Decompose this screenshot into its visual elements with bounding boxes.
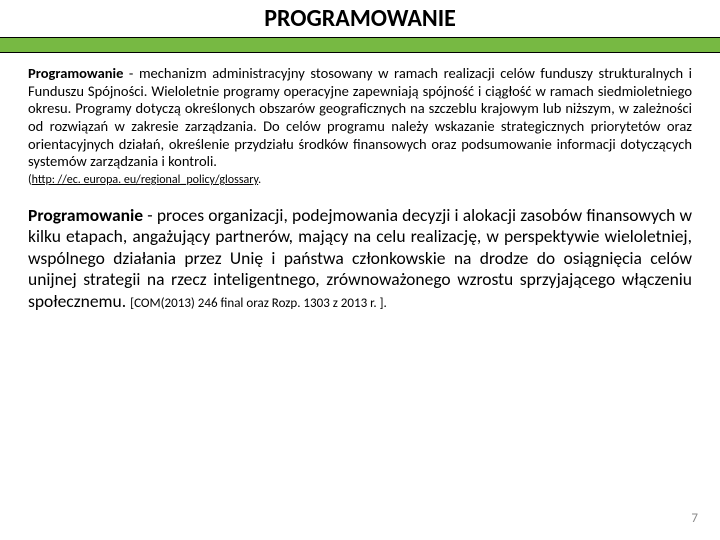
title-bar: PROGRAMOWANIE [0, 0, 720, 37]
source-suffix: . [258, 173, 261, 187]
source-line: (http: //ec. europa. eu/regional_policy/… [28, 173, 692, 187]
definition-1-text: - mechanizm administracyjny stosowany w … [28, 64, 692, 170]
page-title: PROGRAMOWANIE [264, 4, 456, 33]
term-1: Programowanie [28, 64, 123, 82]
source-link[interactable]: http: //ec. europa. eu/regional_policy/g… [32, 173, 259, 187]
accent-rule [0, 37, 720, 53]
term-2: Programowanie [28, 204, 143, 226]
definition-paragraph-1: Programowanie - mechanizm administracyjn… [28, 65, 692, 171]
definition-paragraph-2: Programowanie - proces organizacji, pode… [28, 205, 692, 312]
citation: [COM(2013) 246 final oraz Rozp. 1303 z 2… [130, 296, 387, 311]
page-number: 7 [691, 511, 698, 526]
body: Programowanie - mechanizm administracyjn… [0, 53, 720, 312]
slide: PROGRAMOWANIE Programowanie - mechanizm … [0, 0, 720, 540]
